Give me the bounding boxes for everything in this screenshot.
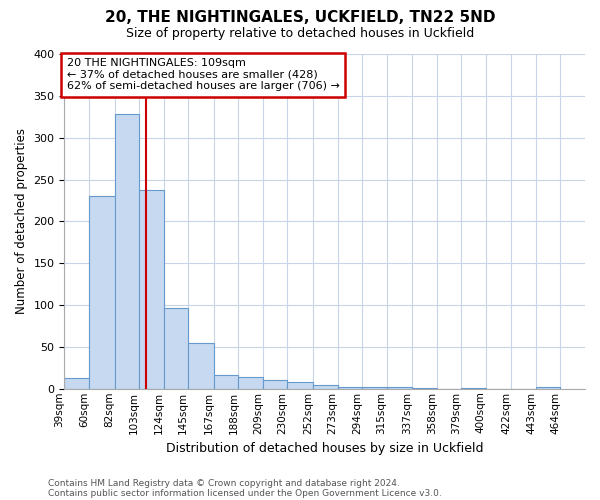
Text: Size of property relative to detached houses in Uckfield: Size of property relative to detached ho… xyxy=(126,28,474,40)
Bar xyxy=(89,196,115,389)
Bar xyxy=(362,387,386,389)
Bar xyxy=(386,387,412,389)
Y-axis label: Number of detached properties: Number of detached properties xyxy=(15,128,28,314)
Bar xyxy=(412,388,437,389)
Bar xyxy=(115,114,139,389)
Bar xyxy=(461,388,486,389)
Bar xyxy=(214,374,238,389)
Bar xyxy=(139,190,164,389)
Bar xyxy=(536,387,560,389)
Bar xyxy=(188,342,214,389)
Text: 20 THE NIGHTINGALES: 109sqm
← 37% of detached houses are smaller (428)
62% of se: 20 THE NIGHTINGALES: 109sqm ← 37% of det… xyxy=(67,58,340,92)
X-axis label: Distribution of detached houses by size in Uckfield: Distribution of detached houses by size … xyxy=(166,442,484,455)
Bar xyxy=(263,380,287,389)
Text: Contains HM Land Registry data © Crown copyright and database right 2024.: Contains HM Land Registry data © Crown c… xyxy=(48,478,400,488)
Text: 20, THE NIGHTINGALES, UCKFIELD, TN22 5ND: 20, THE NIGHTINGALES, UCKFIELD, TN22 5ND xyxy=(105,10,495,25)
Bar xyxy=(287,382,313,389)
Bar xyxy=(313,386,338,389)
Text: Contains public sector information licensed under the Open Government Licence v3: Contains public sector information licen… xyxy=(48,488,442,498)
Bar xyxy=(338,387,362,389)
Bar xyxy=(64,378,89,389)
Bar xyxy=(164,308,188,389)
Bar xyxy=(238,377,263,389)
